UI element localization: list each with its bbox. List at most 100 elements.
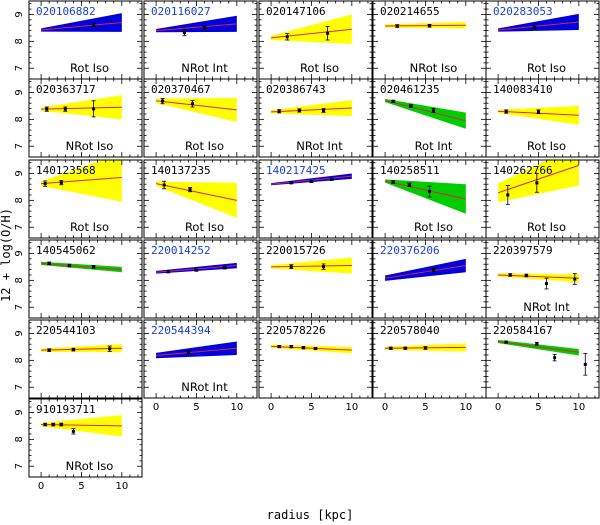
data-point — [309, 180, 314, 184]
classification-label: Rot Iso — [185, 220, 224, 234]
galaxy-id-label: 020461235 — [380, 83, 440, 96]
panel-plot-area — [385, 21, 466, 29]
data-point — [285, 33, 290, 41]
galaxy-id-label: 020116027 — [151, 5, 211, 18]
point-marker — [403, 346, 407, 350]
classification-label: Rot Iso — [414, 220, 453, 234]
data-point — [67, 263, 72, 268]
point-marker — [203, 26, 207, 30]
data-point — [277, 345, 282, 349]
point-marker — [432, 108, 436, 112]
uncertainty-band — [41, 261, 122, 273]
panel-frame — [143, 78, 258, 158]
data-point — [222, 265, 227, 270]
point-marker — [285, 35, 289, 39]
y-axis-title: 12 + log(O/H) — [0, 208, 13, 302]
data-point — [59, 422, 64, 427]
uncertainty-band — [156, 341, 237, 359]
panel-frame — [28, 78, 143, 158]
gradient-fit-line — [41, 176, 122, 185]
panel-frame — [485, 319, 600, 399]
panel-plot-area — [497, 160, 579, 205]
data-point — [391, 99, 396, 103]
gradient-fit-line — [41, 106, 122, 110]
panel-plot-area — [498, 13, 579, 32]
point-marker — [545, 282, 549, 286]
data-point — [71, 347, 76, 352]
data-point — [71, 428, 76, 435]
point-marker — [508, 273, 512, 277]
panel-140217425: 140217425 — [258, 159, 373, 239]
galaxy-id-label: 220578226 — [266, 324, 326, 337]
x-tick-label: 5 — [422, 402, 428, 413]
data-point — [427, 185, 432, 198]
point-marker — [43, 423, 47, 427]
data-point — [544, 277, 549, 290]
x-tick-label: 0 — [268, 402, 274, 413]
x-tick-label: 0 — [495, 402, 501, 413]
uncertainty-band — [498, 160, 579, 203]
panel-frame — [28, 319, 143, 399]
x-tick-label: 10 — [230, 402, 243, 413]
panel-plot-area — [385, 343, 466, 352]
data-point — [194, 268, 199, 272]
point-marker — [277, 345, 281, 349]
data-point — [289, 345, 294, 349]
data-point — [505, 185, 510, 205]
data-point — [391, 180, 396, 184]
point-marker — [309, 180, 313, 184]
uncertainty-band — [271, 99, 352, 117]
galaxy-id-label: 220584167 — [493, 324, 553, 337]
panel-frame — [258, 78, 373, 158]
panel-frame — [28, 159, 143, 239]
panel-140137235: 140137235 Rot Iso — [143, 159, 258, 239]
point-marker — [47, 261, 51, 265]
data-point — [504, 109, 509, 114]
data-point — [166, 270, 171, 274]
x-tick-label: 10 — [459, 402, 472, 413]
data-point — [431, 107, 436, 114]
gradient-fit-line — [498, 21, 579, 31]
panel-220544103: 7 8 9 220544103 — [14, 319, 143, 399]
point-marker — [532, 25, 536, 29]
point-marker — [277, 109, 281, 113]
uncertainty-band — [41, 344, 122, 353]
uncertainty-band — [498, 105, 579, 125]
x-tick-label: 5 — [193, 402, 199, 413]
x-tick-label: 10 — [115, 481, 128, 492]
panel-140262766: 140262766 Rot Iso — [485, 159, 600, 239]
gradient-fit-line — [271, 28, 352, 39]
galaxy-id-label: 140217425 — [266, 164, 326, 177]
point-marker — [289, 345, 293, 349]
uncertainty-band — [156, 97, 237, 123]
y-tick-label: 9 — [14, 170, 25, 176]
panel-plot-area — [271, 344, 352, 354]
x-tick-label: 10 — [345, 402, 358, 413]
panel-910193711: 7 8 9 0 5 10 910193711 NRot Iso — [14, 398, 143, 492]
data-point — [188, 187, 193, 193]
gradient-fit-line — [41, 262, 122, 271]
panel-020214655: 020214655 NRot Iso — [372, 0, 487, 80]
gradient-fit-line — [498, 341, 579, 353]
gradient-fit-line — [271, 345, 352, 351]
galaxy-id-label: 140123568 — [36, 164, 96, 177]
point-marker — [67, 264, 71, 268]
point-marker — [289, 265, 293, 269]
panel-frame — [143, 239, 258, 319]
y-tick-label: 7 — [14, 65, 25, 71]
panel-frame — [143, 319, 258, 399]
point-marker — [389, 346, 393, 350]
classification-label: NRot Iso — [66, 459, 114, 473]
point-marker — [47, 348, 51, 352]
data-point — [329, 177, 334, 181]
panel-220376206: 220376206 — [372, 239, 487, 319]
panel-020363717: 7 8 9 020363717 NRot Iso — [14, 78, 143, 158]
classification-label: Rot Int — [415, 139, 453, 153]
panel-frame — [258, 239, 373, 319]
y-tick-label: 8 — [14, 197, 25, 203]
classification-label: NRot Iso — [66, 139, 114, 153]
x-tick-label: 0 — [153, 402, 159, 413]
gradient-fit-line — [156, 100, 237, 111]
panel-220015726: 220015726 — [258, 239, 373, 319]
